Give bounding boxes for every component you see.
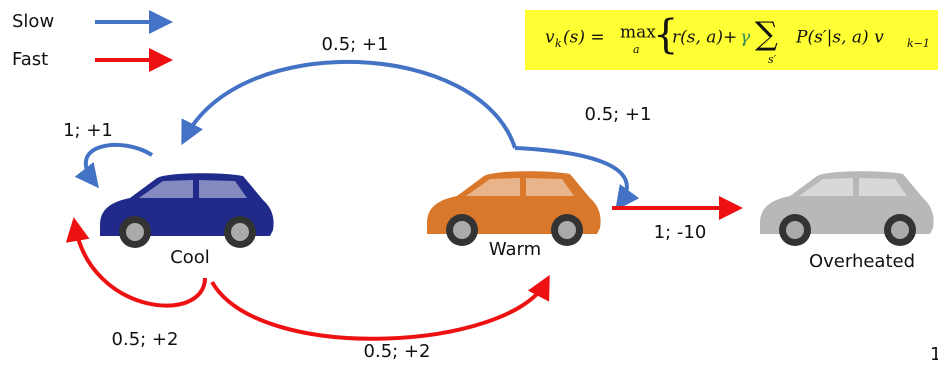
arrow-fast [212,282,546,339]
formula-part: max [620,23,656,43]
diagram: Slow Fast v k (s) = max a { r(s, a)+ γ ∑… [0,0,938,365]
formula-part: ∑ [755,15,778,53]
legend-label: Fast [12,49,48,70]
transition-label: 0.5; +2 [364,341,431,362]
state-label: Cool [170,247,210,268]
arrow-slow [86,145,152,182]
transition-label: 1; -10 [654,222,707,243]
formula-part: k−1 [907,37,930,50]
transition-label: 0.5; +1 [585,104,652,125]
arrow-slow [185,62,515,148]
formula-part: P(s′|s, a) v [795,28,884,48]
car-warm [427,171,601,246]
state-label: Warm [489,239,541,260]
legend-label: Slow [12,11,54,32]
formula-part: k [555,37,562,50]
formula-part: a [633,43,640,56]
transition-label: 0.5; +2 [112,329,179,350]
transition-label: 1; +1 [63,120,113,141]
formula-part: r(s, a)+ [672,28,737,48]
formula-part: γ [740,28,751,48]
formula-part: s′ [768,53,777,66]
page-number: 1 [930,344,938,365]
car-cool [100,173,274,248]
formula-part: v [545,28,555,48]
transition-label: 0.5; +1 [322,34,389,55]
formula-part: (s) = [563,28,605,48]
car-overheated [760,171,934,246]
state-label: Overheated [809,251,915,272]
